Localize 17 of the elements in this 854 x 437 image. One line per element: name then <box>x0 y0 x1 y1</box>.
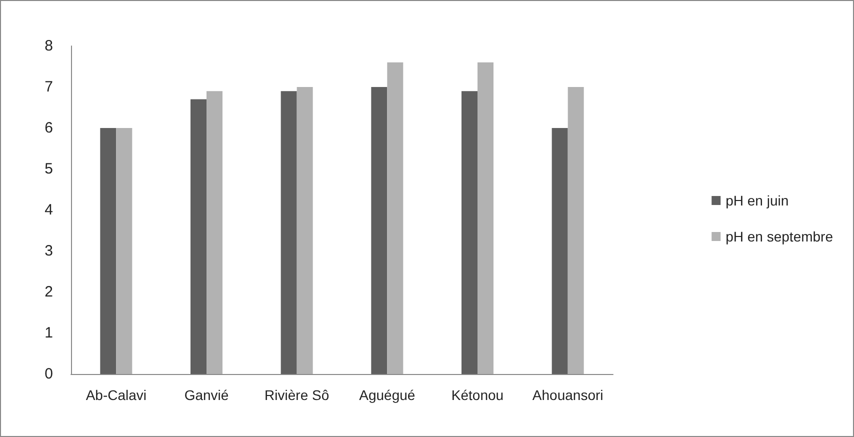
legend-label: pH en septembre <box>726 228 834 244</box>
x-tick-label: Aguégué <box>359 387 416 403</box>
x-tick-label: Ganvié <box>184 387 229 403</box>
legend-label: pH en juin <box>726 192 789 208</box>
y-tick-label: 7 <box>44 78 53 96</box>
y-tick-label: 3 <box>44 242 53 260</box>
x-tick-label: Ahouansori <box>532 387 604 403</box>
y-tick-label: 8 <box>44 38 53 54</box>
y-tick-label: 4 <box>44 202 53 218</box>
x-tick-label: Ab-Calavi <box>86 387 147 403</box>
y-tick-label: 5 <box>44 160 53 178</box>
y-tick-label: 2 <box>44 284 53 300</box>
x-tick-label: Kétonou <box>451 387 504 403</box>
y-tick-label: 6 <box>44 120 53 136</box>
x-tick-label: Rivière Sô <box>264 387 330 403</box>
y-tick-label: 0 <box>44 366 53 382</box>
y-tick-label: 1 <box>44 324 53 342</box>
